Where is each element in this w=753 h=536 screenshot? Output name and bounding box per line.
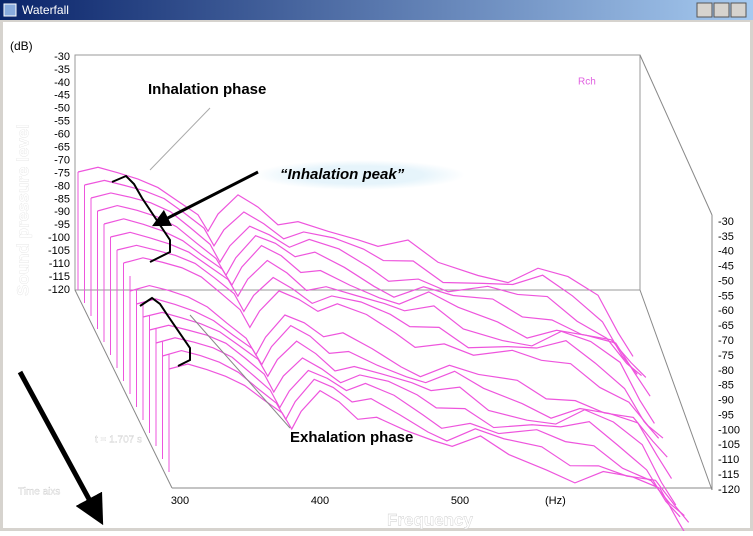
right-tick-label: -40 [718,246,734,258]
inhalation-bracket [111,174,171,263]
x-tick-label: 400 [311,495,329,507]
channel-label: Rch [578,77,596,88]
spectrum-slice [97,204,647,378]
right-tick-label: -85 [718,380,734,392]
x-tick-label: 300 [171,495,189,507]
left-tick-label: -85 [54,193,70,205]
frame-edge [639,54,713,216]
right-tick-label: -100 [718,424,740,436]
right-tick-label: -110 [718,454,739,466]
inhalation-peak-label: “Inhalation peak” [280,166,405,183]
left-tick-label: -60 [54,129,70,141]
left-tick-label: -50 [54,103,70,115]
left-tick-label: -75 [54,167,70,179]
left-tick-label: -45 [54,90,70,102]
spectrum-slice [123,257,664,439]
x-tick-label: 500 [451,495,469,507]
left-tick-label: -65 [54,142,70,154]
right-tick-label: -80 [718,365,734,377]
right-tick-label: -75 [718,350,734,362]
window-icon [3,3,17,17]
spectrum-slice [129,284,668,458]
spectrum-slice [155,337,685,517]
time-axis-label: Time aixs [18,487,60,498]
spectrum-slice [162,349,690,523]
unit-label: (dB) [10,39,33,53]
exhalation-bracket [139,296,191,367]
plot-canvas [3,22,750,528]
back-plane [74,54,641,291]
right-tick-label: -90 [718,395,734,407]
left-tick-label: -40 [54,77,70,89]
right-tick-label: -30 [718,216,734,228]
left-tick-label: -105 [48,245,70,257]
left-tick-label: -95 [54,219,70,231]
frame [74,54,713,491]
spectrum-slice [116,244,660,439]
window-title: Waterfall [22,3,69,17]
right-tick-label: -115 [718,469,739,481]
maximize-button[interactable] [713,2,730,18]
leader-line [149,107,211,171]
leader-line [189,314,291,429]
minimize-button[interactable] [696,2,713,18]
left-tick-label: -90 [54,206,70,218]
left-tick-label: -115 [49,271,70,283]
frame-edge [639,289,713,491]
right-tick-label: -50 [718,275,734,287]
inhalation-phase-label: Inhalation phase [148,81,266,98]
time-arrow [17,370,104,526]
spectrum-slice [110,231,655,424]
y-axis-title: Sound pressure level [13,124,32,296]
right-tick-label: -70 [718,335,734,347]
left-tick-label: -120 [48,284,70,296]
spectrum-slice [77,166,634,357]
right-tick-label: -95 [718,409,734,421]
right-tick-label: -60 [718,305,734,317]
right-tick-label: -105 [718,439,740,451]
left-tick-label: -110 [49,258,70,270]
spectrum-slice [149,324,681,518]
close-button[interactable] [730,2,747,18]
exhalation-phase-label: Exhalation phase [290,429,413,446]
x-axis-title: Frequency [387,510,474,529]
spectrum-slice [168,363,688,536]
spectrum-slice [142,311,677,506]
right-tick-label: -65 [718,320,734,332]
spectrum-slice [84,179,638,375]
right-tick-label: -35 [718,231,734,243]
spectrum-slice [103,218,651,397]
x-unit: (Hz) [545,495,566,507]
left-tick-label: -70 [54,154,70,166]
right-tick-label: -120 [718,484,740,496]
spectrum-slice [136,298,673,479]
left-tick-label: -80 [54,180,70,192]
left-tick-label: -30 [54,51,70,63]
frame-edge [74,289,173,489]
left-tick-label: -100 [48,232,70,244]
callout-bubble [255,160,465,190]
right-tick-label: -45 [718,261,734,273]
title-bar [0,0,753,20]
time-label: t = 1.707 s [95,435,142,446]
left-tick-label: -55 [54,116,70,128]
left-tick-label: -35 [54,64,70,76]
right-tick-label: -55 [718,290,734,302]
peak-arrow [151,170,259,227]
